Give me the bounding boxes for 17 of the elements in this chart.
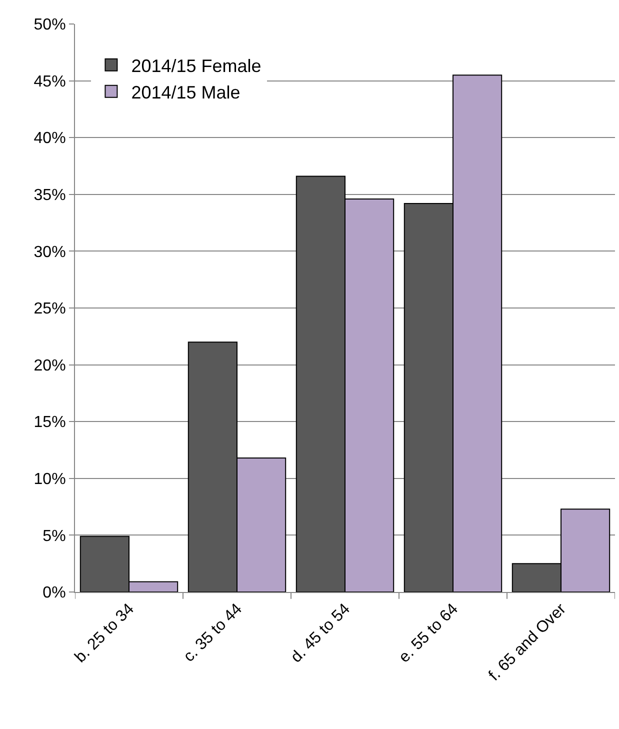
y-tick-label: 40% xyxy=(34,130,66,148)
y-tick-label: 5% xyxy=(42,528,66,545)
y-tick-label: 15% xyxy=(34,414,66,432)
y-tick-label: 35% xyxy=(34,187,66,204)
y-tick-label: 0% xyxy=(42,584,66,602)
y-tick-label: 10% xyxy=(34,471,66,488)
y-tick-label: 25% xyxy=(34,300,66,318)
x-tick-label: d. 45 to 54 xyxy=(288,600,354,666)
legend-label: 2014/15 Female xyxy=(131,56,262,76)
y-tick-label: 45% xyxy=(34,73,66,90)
y-tick-label: 20% xyxy=(34,357,66,374)
x-tick-label: c. 35 to 44 xyxy=(180,600,246,666)
y-tick-label: 50% xyxy=(34,16,66,34)
x-tick-label: b. 25 to 34 xyxy=(72,600,138,666)
legend-label: 2014/15 Male xyxy=(131,82,240,102)
y-tick-label: 30% xyxy=(34,244,66,261)
x-tick-label: e. 55 to 64 xyxy=(396,600,462,666)
